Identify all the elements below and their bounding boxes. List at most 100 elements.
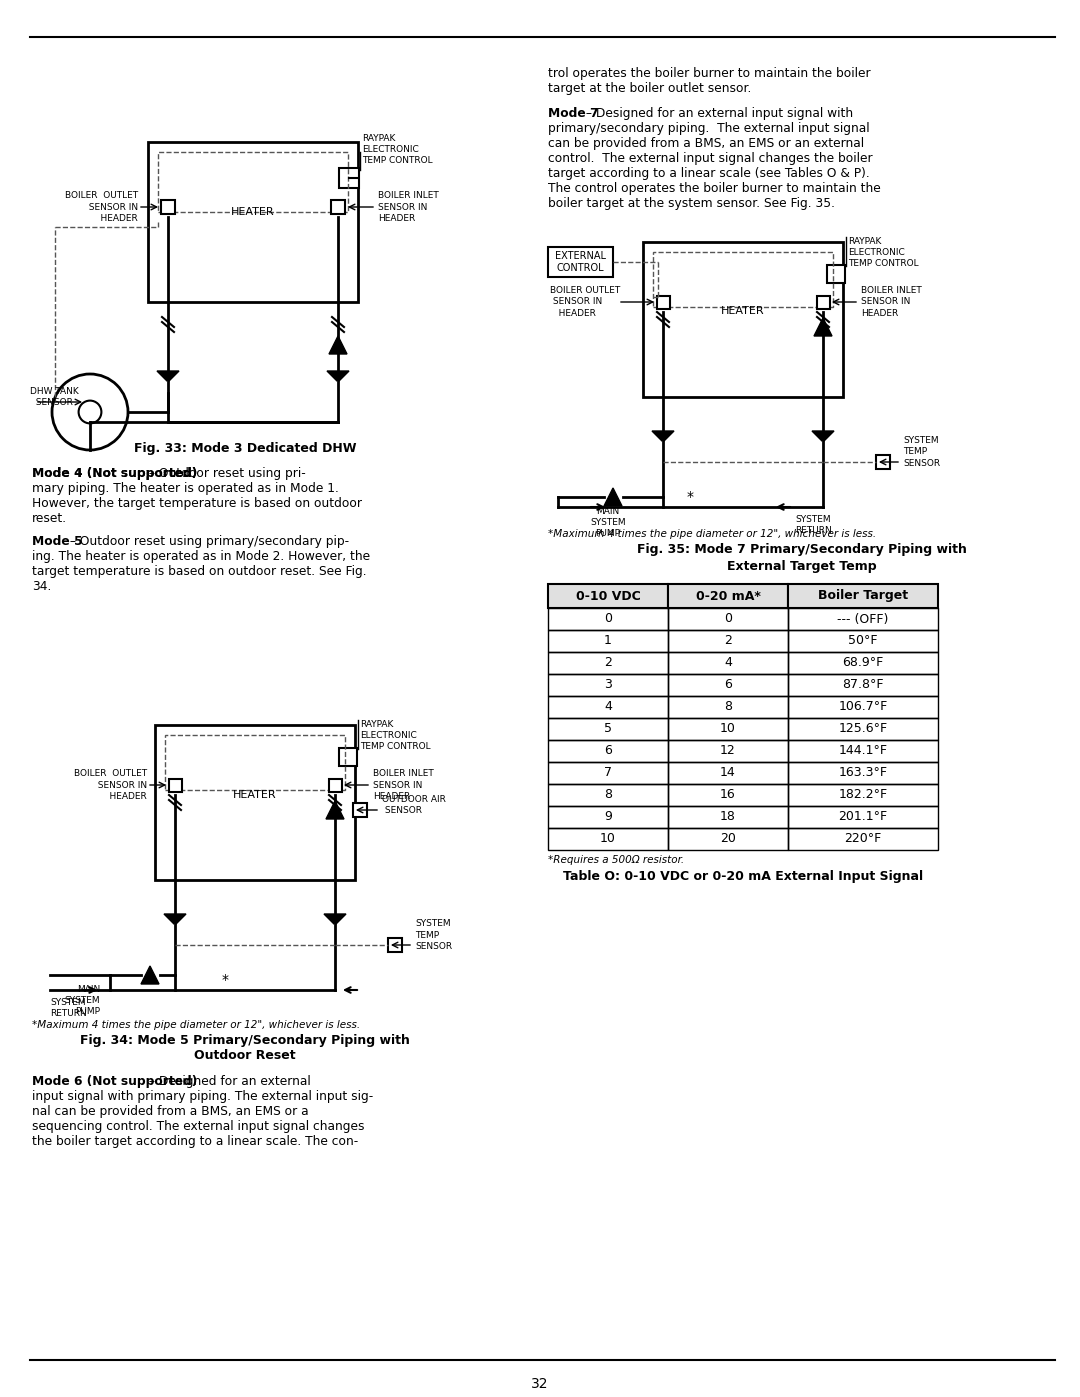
Bar bbox=[330, 200, 345, 214]
Text: 220°F: 220°F bbox=[845, 833, 881, 845]
Text: 14: 14 bbox=[720, 767, 735, 780]
Text: 9: 9 bbox=[604, 810, 612, 823]
Bar bbox=[669, 740, 788, 761]
Bar bbox=[669, 673, 788, 696]
Text: 3: 3 bbox=[604, 679, 612, 692]
Polygon shape bbox=[324, 914, 346, 925]
Text: the boiler target according to a linear scale. The con-: the boiler target according to a linear … bbox=[32, 1134, 359, 1148]
Bar bbox=[548, 740, 669, 761]
Text: The control operates the boiler burner to maintain the: The control operates the boiler burner t… bbox=[548, 182, 881, 196]
Text: OUTDOOR AIR
 SENSOR: OUTDOOR AIR SENSOR bbox=[382, 795, 446, 814]
Text: 34.: 34. bbox=[32, 580, 52, 592]
Text: Table O: 0-10 VDC or 0-20 mA External Input Signal: Table O: 0-10 VDC or 0-20 mA External In… bbox=[563, 870, 923, 883]
Text: boiler target at the system sensor. See Fig. 35.: boiler target at the system sensor. See … bbox=[548, 197, 835, 210]
Bar bbox=[653, 251, 833, 307]
Bar bbox=[788, 806, 939, 828]
Bar bbox=[161, 200, 175, 214]
Bar bbox=[788, 784, 939, 806]
Text: 0-20 mA*: 0-20 mA* bbox=[696, 590, 760, 602]
Bar bbox=[548, 718, 669, 740]
Bar bbox=[548, 673, 669, 696]
Bar bbox=[788, 718, 939, 740]
Text: HEATER: HEATER bbox=[721, 306, 765, 317]
Bar bbox=[669, 608, 788, 630]
Text: Mode 6 (Not supported): Mode 6 (Not supported) bbox=[32, 1076, 198, 1088]
Text: control.  The external input signal changes the boiler: control. The external input signal chang… bbox=[548, 152, 873, 165]
Bar bbox=[548, 761, 669, 784]
Text: 50°F: 50°F bbox=[848, 634, 878, 647]
Text: 201.1°F: 201.1°F bbox=[838, 810, 888, 823]
Text: target according to a linear scale (see Tables O & P).: target according to a linear scale (see … bbox=[548, 168, 869, 180]
Bar bbox=[788, 584, 939, 608]
Text: SYSTEM
RETURN: SYSTEM RETURN bbox=[795, 515, 832, 535]
Text: 10: 10 bbox=[720, 722, 735, 735]
Text: 182.2°F: 182.2°F bbox=[838, 788, 888, 802]
Bar bbox=[643, 242, 843, 397]
Text: sequencing control. The external input signal changes: sequencing control. The external input s… bbox=[32, 1120, 365, 1133]
Text: 2: 2 bbox=[724, 634, 732, 647]
Polygon shape bbox=[604, 488, 622, 506]
Polygon shape bbox=[141, 965, 159, 983]
Text: reset.: reset. bbox=[32, 511, 67, 525]
Bar bbox=[328, 778, 341, 792]
Text: RAYPAK
ELECTRONIC
TEMP CONTROL: RAYPAK ELECTRONIC TEMP CONTROL bbox=[362, 134, 433, 165]
Text: target at the boiler outlet sensor.: target at the boiler outlet sensor. bbox=[548, 82, 752, 95]
Text: Mode 4 (Not supported): Mode 4 (Not supported) bbox=[32, 467, 198, 481]
Text: 20: 20 bbox=[720, 833, 735, 845]
Text: *: * bbox=[221, 972, 229, 988]
Text: 6: 6 bbox=[604, 745, 612, 757]
Bar bbox=[669, 652, 788, 673]
Text: 0: 0 bbox=[724, 612, 732, 626]
Bar bbox=[156, 725, 355, 880]
Bar bbox=[669, 630, 788, 652]
Polygon shape bbox=[327, 381, 349, 393]
Text: MAIN
SYSTEM
PUMP: MAIN SYSTEM PUMP bbox=[65, 985, 100, 1016]
Text: 106.7°F: 106.7°F bbox=[838, 700, 888, 714]
Text: trol operates the boiler burner to maintain the boiler: trol operates the boiler burner to maint… bbox=[548, 67, 870, 80]
Bar bbox=[827, 265, 845, 284]
Bar bbox=[788, 608, 939, 630]
Text: Fig. 33: Mode 3 Dedicated DHW: Fig. 33: Mode 3 Dedicated DHW bbox=[134, 441, 356, 455]
Text: – Outdoor reset using pri-: – Outdoor reset using pri- bbox=[146, 467, 306, 481]
Bar bbox=[669, 696, 788, 718]
Polygon shape bbox=[157, 372, 179, 381]
Text: HEATER: HEATER bbox=[233, 789, 276, 799]
Bar bbox=[669, 761, 788, 784]
Text: 6: 6 bbox=[724, 679, 732, 692]
Bar bbox=[548, 652, 669, 673]
Bar bbox=[788, 828, 939, 849]
Bar bbox=[669, 718, 788, 740]
Text: SYSTEM
RETURN: SYSTEM RETURN bbox=[50, 997, 86, 1018]
Text: 8: 8 bbox=[724, 700, 732, 714]
Polygon shape bbox=[812, 441, 834, 453]
Text: RAYPAK
ELECTRONIC
TEMP CONTROL: RAYPAK ELECTRONIC TEMP CONTROL bbox=[360, 719, 431, 752]
Bar bbox=[148, 142, 357, 302]
Text: 0-10 VDC: 0-10 VDC bbox=[576, 590, 640, 602]
Text: 12: 12 bbox=[720, 745, 735, 757]
Bar bbox=[788, 630, 939, 652]
Polygon shape bbox=[327, 372, 349, 381]
Text: Mode 7: Mode 7 bbox=[548, 108, 598, 120]
Bar bbox=[548, 608, 669, 630]
Text: 32: 32 bbox=[531, 1377, 549, 1391]
Text: ing. The heater is operated as in Mode 2. However, the: ing. The heater is operated as in Mode 2… bbox=[32, 550, 370, 563]
Bar bbox=[158, 152, 348, 212]
Text: --- (OFF): --- (OFF) bbox=[837, 612, 889, 626]
Text: MAIN
SYSTEM
PUMP: MAIN SYSTEM PUMP bbox=[590, 507, 625, 538]
Text: target temperature is based on outdoor reset. See Fig.: target temperature is based on outdoor r… bbox=[32, 564, 366, 578]
Text: Mode 5: Mode 5 bbox=[32, 535, 83, 548]
Bar bbox=[669, 784, 788, 806]
Bar bbox=[548, 584, 669, 608]
Bar bbox=[669, 806, 788, 828]
Text: Fig. 35: Mode 7 Primary/Secondary Piping with
External Target Temp: Fig. 35: Mode 7 Primary/Secondary Piping… bbox=[636, 543, 967, 573]
Bar bbox=[816, 296, 829, 309]
Text: 163.3°F: 163.3°F bbox=[838, 767, 888, 780]
Text: Mode 4 (Not supported) – Outdoor reset using pri-
mary piping. The heater is ope: Mode 4 (Not supported) – Outdoor reset u… bbox=[32, 467, 362, 525]
Text: BOILER INLET
SENSOR IN
HEADER: BOILER INLET SENSOR IN HEADER bbox=[373, 770, 434, 800]
Text: – Designed for an external: – Designed for an external bbox=[146, 1076, 311, 1088]
Bar bbox=[339, 168, 359, 189]
Text: BOILER  OUTLET
  SENSOR IN
    HEADER: BOILER OUTLET SENSOR IN HEADER bbox=[73, 770, 147, 800]
Text: – Designed for an external input signal with: – Designed for an external input signal … bbox=[582, 108, 853, 120]
Text: 5: 5 bbox=[604, 722, 612, 735]
Bar bbox=[669, 584, 788, 608]
